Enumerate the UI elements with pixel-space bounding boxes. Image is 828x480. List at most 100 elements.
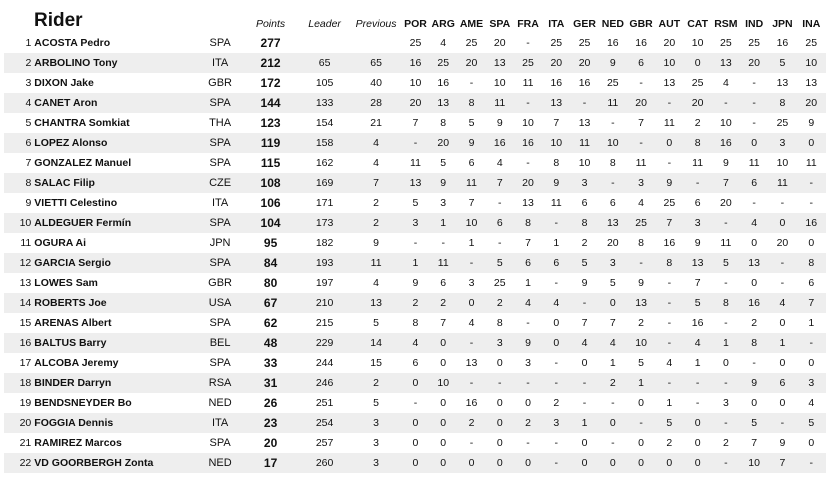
rider-gap-leader: 215: [315, 317, 334, 329]
race-result: -: [413, 137, 418, 149]
race-result: 6: [609, 197, 616, 209]
race-result: 7: [609, 317, 616, 329]
rider-gap-previous: 15: [370, 357, 382, 369]
table-row: 13 LOWES Sam GBR 80 197 4 9 6 3 25 1 - 9 5 9 - 7 - 0 - 6: [4, 273, 826, 293]
race-result: 8: [553, 157, 560, 169]
race-result: 9: [525, 337, 531, 349]
race-result: 0: [751, 137, 758, 149]
race-result: 0: [553, 317, 560, 329]
race-result: -: [667, 337, 672, 349]
rider-nation: CZE: [209, 177, 232, 189]
rider-gap-previous: 21: [370, 117, 382, 129]
table-row: 18 BINDER Darryn RSA 31 246 2 0 10 - - - - - 2 1 - - - 9 6 3: [4, 373, 826, 393]
rider-points: 123: [260, 116, 281, 130]
table-row: 16 BALTUS Barry BEL 48 229 14 4 0 - 3 9 0 4 4 10 - 4 1 8 1 -: [4, 333, 826, 353]
table-row: 12 GARCIA Sergio SPA 84 193 11 1 11-5 6 6 5 3-8 13 5 1…: [4, 253, 826, 273]
race-result: 4: [440, 37, 447, 49]
rider-position: 20: [19, 417, 32, 429]
race-header-ita: ITA: [548, 18, 565, 30]
race-result: 11: [663, 117, 675, 129]
race-result: 0: [581, 457, 588, 469]
rider-nation: BEL: [209, 337, 231, 349]
race-result: 0: [581, 437, 588, 449]
race-result: 7: [779, 457, 786, 469]
race-result: -: [554, 437, 559, 449]
rider-points: 80: [263, 276, 278, 290]
race-result: -: [498, 377, 502, 389]
race-result: 2: [751, 317, 758, 329]
race-result: 6: [553, 257, 560, 269]
race-result: 10: [437, 377, 450, 389]
race-result: 1: [581, 417, 588, 429]
race-result: -: [413, 397, 418, 409]
rider-gap-previous: 13: [370, 297, 382, 309]
rider-gap-previous: 2: [373, 377, 380, 389]
race-result: 0: [808, 357, 815, 369]
rider-gap-previous: 7: [373, 177, 380, 189]
rider-points: 95: [263, 236, 278, 250]
rider-gap-previous: 28: [370, 97, 382, 109]
race-result: 2: [553, 397, 560, 409]
rider-name: LOWES Sam: [34, 277, 98, 289]
race-result: 8: [412, 317, 419, 329]
race-result: 13: [606, 217, 619, 229]
race-result: 2: [496, 297, 503, 309]
race-result: 5: [666, 417, 673, 429]
race-result: -: [809, 457, 814, 469]
race-result: 20: [409, 97, 422, 109]
race-result: 9: [808, 117, 815, 129]
race-result: -: [611, 397, 615, 409]
race-result: 1: [722, 337, 729, 349]
race-header-ina: INA: [802, 18, 821, 30]
rider-name: DIXON Jake: [34, 77, 94, 89]
race-result: 5: [694, 297, 701, 309]
race-result: 13: [465, 357, 478, 369]
rider-name: BENDSNEYDER Bo: [34, 397, 132, 409]
race-result: 11: [692, 157, 704, 169]
rider-nation: SPA: [209, 357, 231, 369]
race-result: 6: [412, 357, 419, 369]
race-result: -: [469, 337, 474, 349]
race-result: 20: [522, 177, 534, 189]
rider-points: 33: [263, 356, 278, 370]
rider-name: OGURA Ai: [34, 237, 87, 249]
rider-points: 144: [260, 96, 281, 110]
rider-position: 22: [19, 457, 32, 469]
race-result: 2: [440, 297, 447, 309]
race-header-fra: FRA: [517, 18, 539, 30]
rider-nation: NED: [208, 397, 232, 409]
race-result: 0: [694, 57, 701, 69]
race-result: 3: [722, 397, 729, 409]
race-result: 7: [694, 277, 701, 289]
rider-gap-previous: 3: [373, 457, 380, 469]
race-result: 25: [578, 37, 591, 49]
rider-points: 20: [263, 436, 278, 450]
race-result: 1: [468, 237, 475, 249]
race-result: 1: [638, 377, 644, 389]
race-result: -: [582, 97, 587, 109]
rider-gap-leader: 158: [315, 137, 334, 149]
race-result: 25: [522, 57, 534, 69]
race-result: 5: [609, 277, 616, 289]
race-result: 0: [609, 297, 616, 309]
race-result: 5: [779, 57, 786, 69]
race-result: -: [639, 257, 643, 269]
rider-gap-leader: 171: [315, 197, 334, 209]
rider-name: VD GOORBERGH Zonta: [34, 457, 154, 469]
race-result: -: [752, 77, 756, 89]
race-result: 0: [751, 397, 758, 409]
race-result: 3: [525, 357, 531, 369]
race-header-ger: GER: [573, 18, 596, 30]
race-result: 3: [581, 177, 588, 189]
race-result: 0: [751, 237, 758, 249]
rider-nation: SPA: [209, 137, 231, 149]
race-result: 6: [581, 197, 588, 209]
rider-gap-previous: 5: [373, 317, 380, 329]
race-header-aut: AUT: [658, 18, 681, 30]
race-result: -: [667, 277, 672, 289]
race-result: 20: [635, 97, 647, 109]
race-result: 0: [666, 457, 673, 469]
race-result: 7: [581, 317, 588, 329]
race-header-ame: AME: [459, 18, 484, 30]
race-result: -: [611, 437, 615, 449]
